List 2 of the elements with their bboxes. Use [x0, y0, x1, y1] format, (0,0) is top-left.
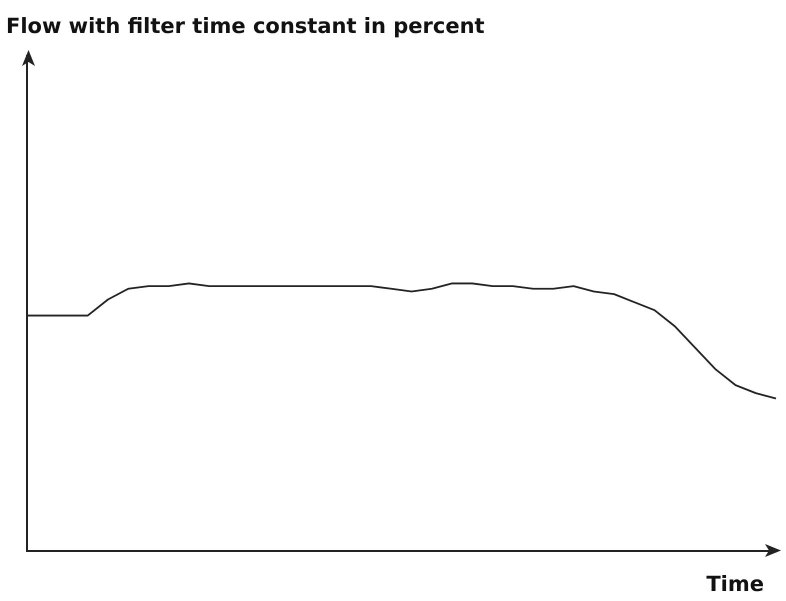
chart-title: Flow with filter time constant in percent — [6, 14, 485, 38]
x-axis-title: Time — [706, 572, 764, 596]
